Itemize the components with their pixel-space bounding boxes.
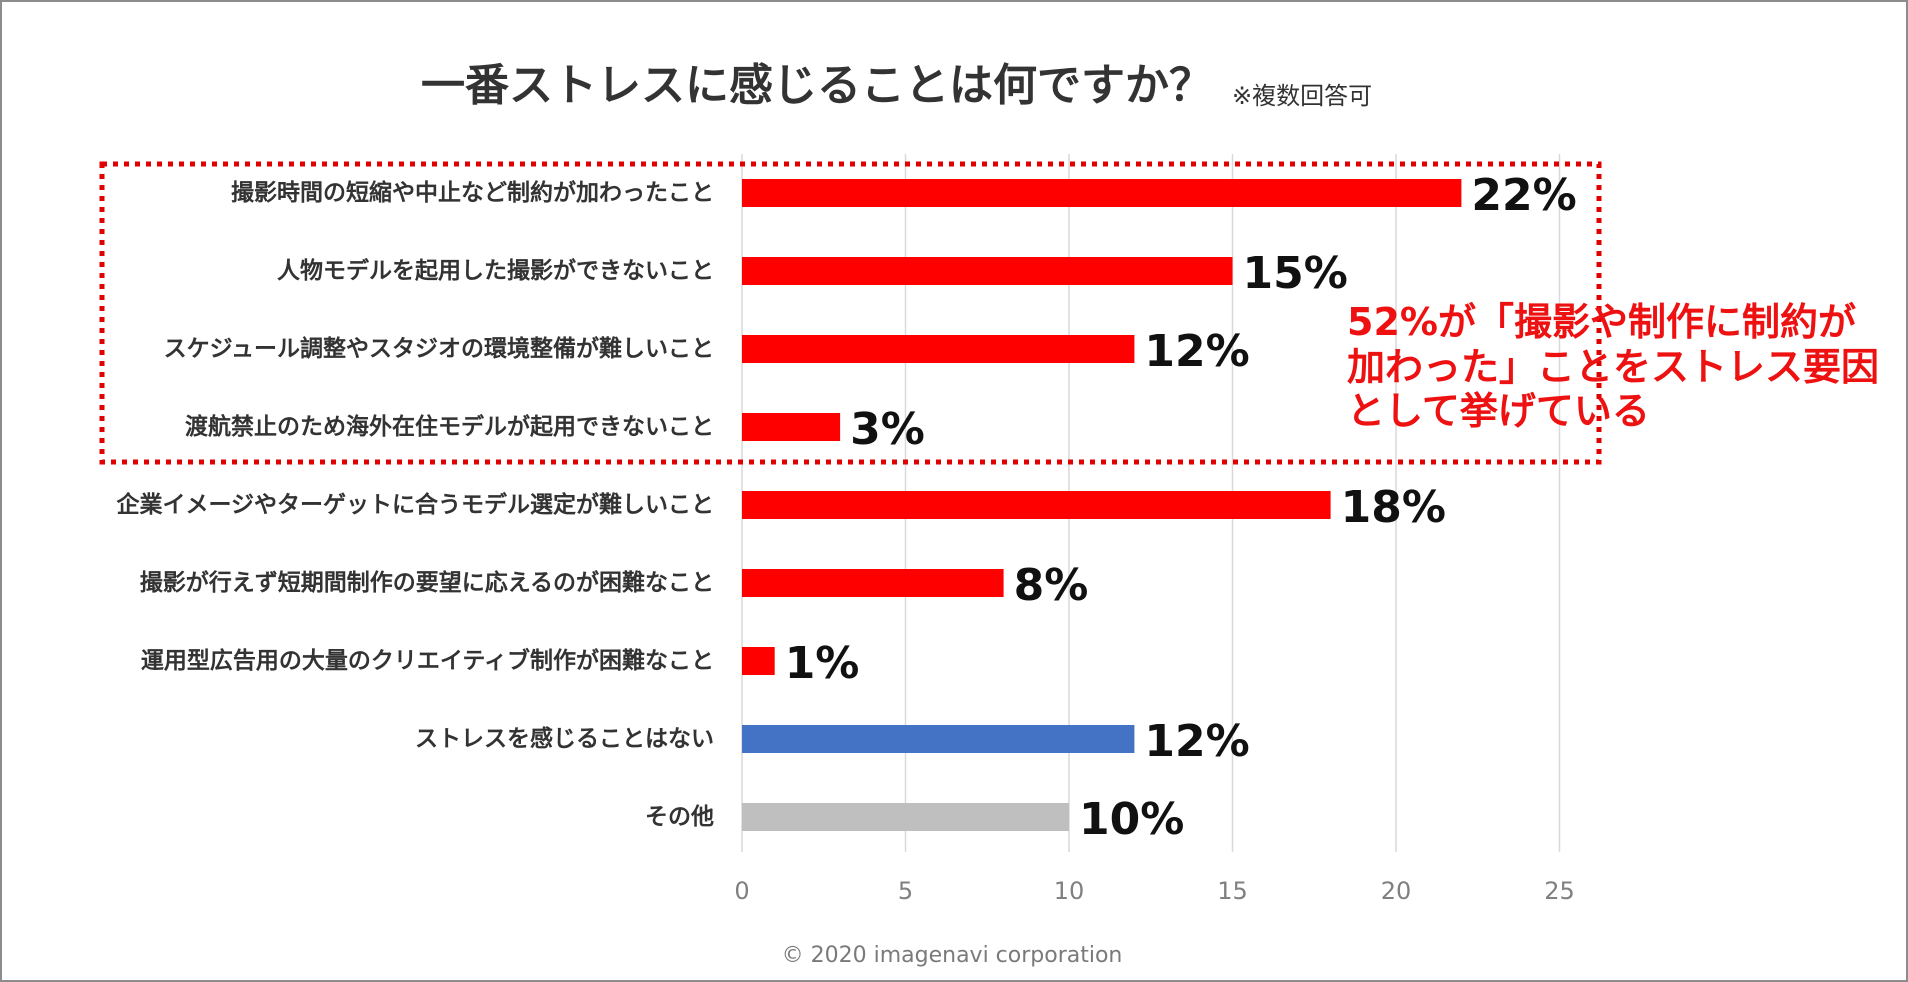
annotation-line-1: 52%が「撮影や制作に制約が xyxy=(1347,300,1856,344)
x-tick-label: 10 xyxy=(1054,877,1085,905)
x-tick-label: 20 xyxy=(1381,877,1412,905)
bar xyxy=(742,569,1004,597)
value-label: 22% xyxy=(1471,170,1576,221)
category-label: 人物モデルを起用した撮影ができないこと xyxy=(277,257,714,284)
chart-subtitle: ※複数回答可 xyxy=(1232,82,1372,110)
x-tick-label: 15 xyxy=(1217,877,1248,905)
value-label: 3% xyxy=(850,404,925,455)
bar xyxy=(742,491,1331,519)
highlight-dotted-box xyxy=(99,161,1602,465)
value-label: 10% xyxy=(1079,794,1184,845)
category-label: 運用型広告用の大量のクリエイティブ制作が困難なこと xyxy=(141,647,714,674)
bar xyxy=(742,725,1135,753)
value-label: 1% xyxy=(785,638,860,689)
bar xyxy=(742,803,1069,831)
value-label: 8% xyxy=(1014,560,1089,611)
category-label: 企業イメージやターゲットに合うモデル選定が難しいこと xyxy=(115,491,714,518)
value-label: 15% xyxy=(1243,248,1348,299)
category-label: 撮影が行えず短期間制作の要望に応えるのが困難なこと xyxy=(140,569,714,596)
annotation-callout: 52%が「撮影や制作に制約が 加わった」ことをストレス要因 として挙げている xyxy=(1347,300,1879,433)
annotation-line-2: 加わった」ことをストレス要因 xyxy=(1347,345,1879,389)
category-labels: 撮影時間の短縮や中止など制約が加わったこと人物モデルを起用した撮影ができないこと… xyxy=(115,179,714,830)
bar xyxy=(742,647,775,675)
category-label: スケジュール調整やスタジオの環境整備が難しいこと xyxy=(164,335,714,362)
bar xyxy=(742,335,1135,363)
value-label: 12% xyxy=(1144,326,1249,377)
value-labels: 22% 15% 12% 3% 18% 8% 1% 12% 10% xyxy=(785,170,1577,845)
chart-title: 一番ストレスに感じることは何ですか？ xyxy=(421,60,1213,111)
bar xyxy=(742,179,1462,207)
x-tick-label: 0 xyxy=(734,877,749,905)
category-label: 渡航禁止のため海外在住モデルが起用できないこと xyxy=(185,413,714,440)
value-label: 18% xyxy=(1341,482,1446,533)
x-axis-ticks: 0 5 10 15 20 25 xyxy=(734,877,1574,905)
bar xyxy=(742,413,841,441)
bars-group xyxy=(742,179,1462,831)
value-label: 12% xyxy=(1144,716,1249,767)
category-label: 撮影時間の短縮や中止など制約が加わったこと xyxy=(231,179,714,206)
copyright-text: © 2020 imagenavi corporation xyxy=(782,943,1123,968)
category-label: ストレスを感じることはない xyxy=(415,725,714,752)
annotation-line-3: として挙げている xyxy=(1347,389,1650,433)
bar xyxy=(742,257,1233,285)
category-label: その他 xyxy=(645,804,714,830)
x-tick-label: 5 xyxy=(898,877,913,905)
x-tick-label: 25 xyxy=(1544,877,1575,905)
